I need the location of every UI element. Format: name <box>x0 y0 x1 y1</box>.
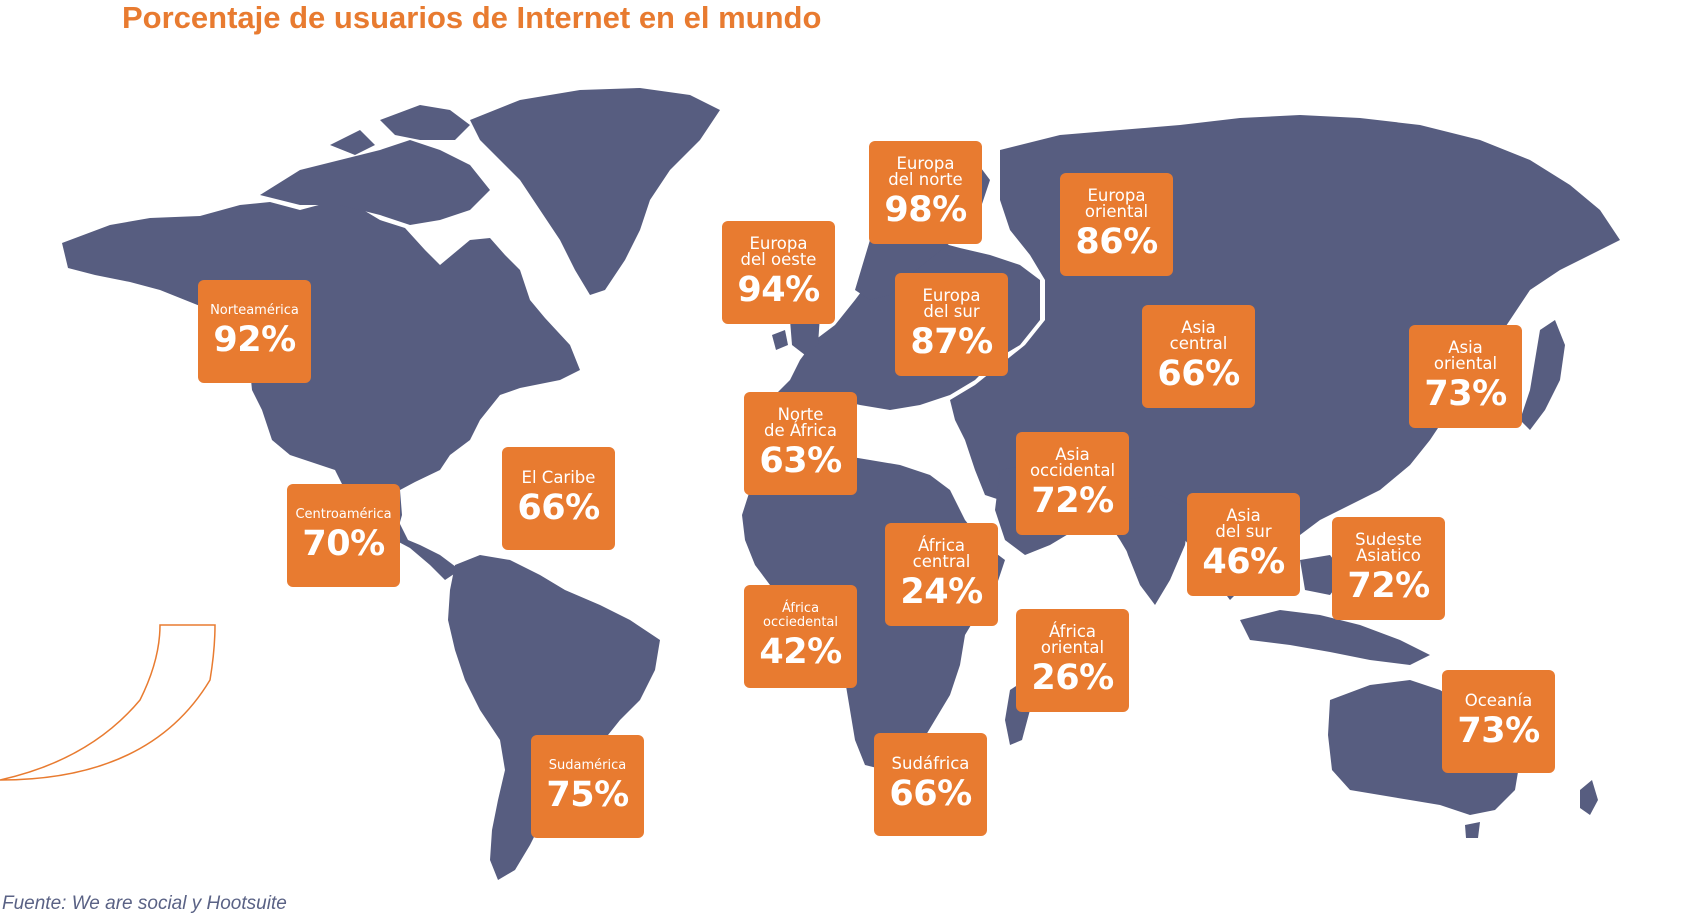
decorative-arc <box>0 624 216 781</box>
region-box-asia-oriental: Asia oriental 73% <box>1409 325 1522 428</box>
region-box-asia-central: Asia central 66% <box>1142 305 1255 408</box>
region-name: África oriental <box>1040 621 1105 657</box>
southeast-asia-islands <box>1240 610 1430 665</box>
indian-subcontinent <box>1118 495 1190 605</box>
region-box-asia-del-sur: Asia del sur 46% <box>1187 493 1300 596</box>
region-box-centroamerica: Centroamérica 70% <box>287 484 400 587</box>
region-name: Centroamérica <box>295 506 392 522</box>
south-america-landmass <box>448 555 660 880</box>
region-percentage: 26% <box>1031 657 1114 698</box>
region-name: Sudeste Asiatico <box>1355 529 1422 565</box>
region-name: Sudamérica <box>548 757 627 773</box>
region-percentage: 66% <box>1157 353 1240 394</box>
region-name: Europa del norte <box>888 153 963 189</box>
region-box-oceania: Oceanía 73% <box>1442 670 1555 773</box>
region-box-europa-oriental: Europa oriental 86% <box>1060 173 1173 276</box>
region-name: El Caribe <box>521 467 596 487</box>
region-percentage: 70% <box>302 523 385 564</box>
greenland <box>470 88 720 295</box>
region-percentage: 24% <box>900 571 983 612</box>
north-america-landmass <box>62 202 580 580</box>
region-box-el-caribe: El Caribe 66% <box>502 447 615 550</box>
region-percentage: 94% <box>737 269 820 310</box>
region-box-europa-del-oeste: Europa del oeste 94% <box>722 221 835 324</box>
region-box-sudamerica: Sudamérica 75% <box>531 735 644 838</box>
region-box-sudafrica: Sudáfrica 66% <box>874 733 987 836</box>
region-percentage: 42% <box>759 631 842 672</box>
region-box-norteamerica: Norteamérica 92% <box>198 280 311 383</box>
region-percentage: 63% <box>759 440 842 481</box>
page-title: Porcentaje de usuarios de Internet en el… <box>122 0 822 35</box>
region-percentage: 75% <box>546 774 629 815</box>
region-name: Sudáfrica <box>891 753 970 773</box>
region-name: Asia oriental <box>1433 337 1498 373</box>
region-box-sudeste-asiatico: Sudeste Asiatico 72% <box>1332 517 1445 620</box>
arctic-islands <box>260 140 490 225</box>
region-name: África central <box>912 535 971 571</box>
source-caption: Fuente: We are social y Hootsuite <box>2 893 287 914</box>
region-percentage: 87% <box>910 321 993 362</box>
region-name: África occiedental <box>762 600 839 630</box>
region-percentage: 66% <box>517 487 600 528</box>
region-box-africa-occiedental: África occiedental 42% <box>744 585 857 688</box>
region-box-europa-del-norte: Europa del norte 98% <box>869 141 982 244</box>
region-box-norte-de-africa: Norte de África 63% <box>744 392 857 495</box>
new-zealand <box>1580 780 1598 815</box>
region-name: Asia del sur <box>1215 505 1272 541</box>
region-percentage: 66% <box>889 773 972 814</box>
region-name: Europa oriental <box>1084 185 1149 221</box>
region-percentage: 92% <box>213 319 296 360</box>
region-name: Asia occidental <box>1029 444 1116 480</box>
region-percentage: 46% <box>1202 541 1285 582</box>
japan <box>1520 320 1565 430</box>
region-box-africa-central: África central 24% <box>885 523 998 626</box>
region-percentage: 73% <box>1457 710 1540 751</box>
region-name: Asia central <box>1169 317 1228 353</box>
region-name: Norteamérica <box>210 302 299 318</box>
region-name: Oceanía <box>1464 690 1533 710</box>
region-box-europa-del-sur: Europa del sur 87% <box>895 273 1008 376</box>
region-name: Europa del oeste <box>740 233 817 269</box>
region-percentage: 72% <box>1347 565 1430 606</box>
region-percentage: 86% <box>1075 221 1158 262</box>
region-box-africa-oriental: África oriental 26% <box>1016 609 1129 712</box>
region-name: Europa del sur <box>922 285 981 321</box>
region-box-asia-occidental: Asia occidental 72% <box>1016 432 1129 535</box>
region-percentage: 98% <box>884 189 967 230</box>
region-percentage: 73% <box>1424 373 1507 414</box>
region-percentage: 72% <box>1031 480 1114 521</box>
region-name: Norte de África <box>764 404 837 440</box>
